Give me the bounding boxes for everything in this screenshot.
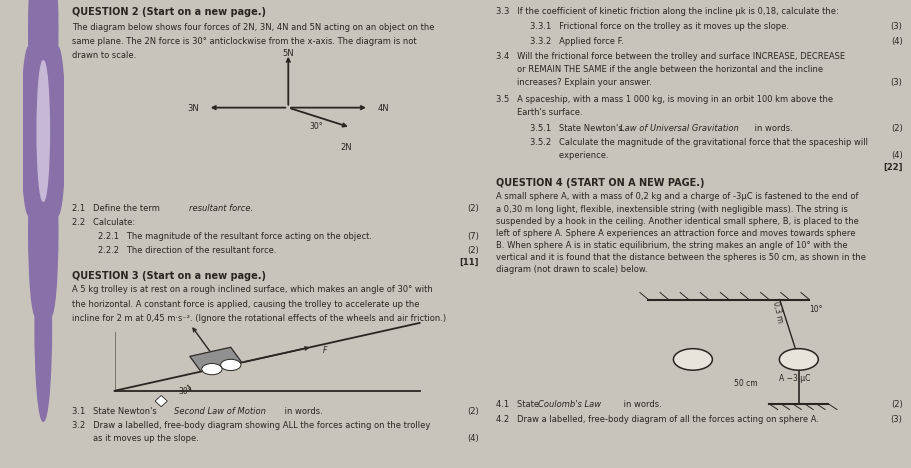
Text: 0,3 m: 0,3 m xyxy=(771,300,784,324)
Circle shape xyxy=(220,359,241,371)
Text: 2.1   Define the term: 2.1 Define the term xyxy=(72,204,163,212)
Text: 4N: 4N xyxy=(377,104,389,113)
Text: A 5 kg trolley is at rest on a rough inclined surface, which makes an angle of 3: A 5 kg trolley is at rest on a rough inc… xyxy=(72,285,433,294)
Text: (4): (4) xyxy=(467,434,479,443)
Circle shape xyxy=(43,148,57,317)
Circle shape xyxy=(36,234,52,421)
Circle shape xyxy=(43,0,57,114)
Text: 2N: 2N xyxy=(341,143,353,152)
Text: suspended by a hook in the ceiling. Another identical small sphere, B, is placed: suspended by a hook in the ceiling. Anot… xyxy=(496,217,859,226)
Text: (3): (3) xyxy=(891,22,903,31)
Circle shape xyxy=(22,47,36,215)
Text: (3): (3) xyxy=(891,78,903,87)
Text: QUESTION 4 (START ON A NEW PAGE.): QUESTION 4 (START ON A NEW PAGE.) xyxy=(496,178,704,188)
Text: [22]: [22] xyxy=(883,163,903,172)
Text: (2): (2) xyxy=(891,400,903,409)
Text: 30°: 30° xyxy=(179,387,192,396)
Text: increases? Explain your answer.: increases? Explain your answer. xyxy=(496,78,651,87)
Text: 50 cm: 50 cm xyxy=(734,379,758,388)
Text: (2): (2) xyxy=(467,246,479,255)
Text: (2): (2) xyxy=(467,407,479,416)
Text: diagram (not drawn to scale) below.: diagram (not drawn to scale) below. xyxy=(496,265,648,274)
Text: 10°: 10° xyxy=(809,305,823,314)
Text: Law of Universal Gravitation: Law of Universal Gravitation xyxy=(620,124,739,132)
Text: drawn to scale.: drawn to scale. xyxy=(72,51,137,60)
Text: 3N: 3N xyxy=(188,104,200,113)
Text: in words.: in words. xyxy=(752,124,793,132)
Text: or REMAIN THE SAME if the angle between the horizontal and the incline: or REMAIN THE SAME if the angle between … xyxy=(496,65,823,74)
Text: 30°: 30° xyxy=(310,122,323,131)
Text: 3.5   A spaceship, with a mass 1 000 kg, is moving in an orbit 100 km above the: 3.5 A spaceship, with a mass 1 000 kg, i… xyxy=(496,95,833,104)
Text: [11]: [11] xyxy=(459,258,479,267)
Text: incline for 2 m at 0,45 m·s⁻². (Ignore the rotational effects of the wheels and : incline for 2 m at 0,45 m·s⁻². (Ignore t… xyxy=(72,314,446,322)
Text: (4): (4) xyxy=(891,151,903,160)
Text: A small sphere A, with a mass of 0,2 kg and a charge of -3μC is fastened to the : A small sphere A, with a mass of 0,2 kg … xyxy=(496,192,858,201)
Text: (2): (2) xyxy=(891,124,903,132)
Text: B: B xyxy=(691,355,695,364)
Text: in words.: in words. xyxy=(281,407,322,416)
Text: (3): (3) xyxy=(891,415,903,424)
Circle shape xyxy=(50,47,65,215)
Text: vertical and it is found that the distance between the spheres is 50 cm, as show: vertical and it is found that the distan… xyxy=(496,253,865,262)
Text: Coulomb's Law: Coulomb's Law xyxy=(538,400,601,409)
Circle shape xyxy=(29,0,44,114)
Text: 5 kg: 5 kg xyxy=(213,357,227,362)
Text: 3.4   Will the frictional force between the trolley and surface INCREASE, DECREA: 3.4 Will the frictional force between th… xyxy=(496,52,845,61)
Text: B. When sphere A is in static equilibrium, the string makes an angle of 10° with: B. When sphere A is in static equilibriu… xyxy=(496,241,847,250)
Text: as it moves up the slope.: as it moves up the slope. xyxy=(72,434,200,443)
Text: left of sphere A. Sphere A experiences an attraction force and moves towards sph: left of sphere A. Sphere A experiences a… xyxy=(496,229,855,238)
Polygon shape xyxy=(155,395,168,407)
Text: experience.: experience. xyxy=(530,151,609,160)
Text: same plane. The 2N force is 30° anticlockwise from the x-axis. The diagram is no: same plane. The 2N force is 30° anticloc… xyxy=(72,37,417,46)
Text: the horizontal. A constant force is applied, causing the trolley to accelerate u: the horizontal. A constant force is appl… xyxy=(72,300,420,308)
Text: 3.5.1   State Newton's: 3.5.1 State Newton's xyxy=(530,124,625,132)
Text: 4.2   Draw a labelled, free-body diagram of all the forces acting on sphere A.: 4.2 Draw a labelled, free-body diagram o… xyxy=(496,415,819,424)
Circle shape xyxy=(29,148,44,317)
Polygon shape xyxy=(189,347,241,372)
Text: a 0,30 m long light, flexible, inextensible string (with negligible mass). The s: a 0,30 m long light, flexible, inextensi… xyxy=(496,205,848,213)
Text: (7): (7) xyxy=(467,232,479,241)
Text: The diagram below shows four forces of 2N, 3N, 4N and 5N acting on an object on : The diagram below shows four forces of 2… xyxy=(72,23,435,32)
Text: 3.1   State Newton's: 3.1 State Newton's xyxy=(72,407,159,416)
Text: in words.: in words. xyxy=(621,400,662,409)
Text: 3.3.2   Applied force F.: 3.3.2 Applied force F. xyxy=(530,37,623,45)
Text: 4.1   State: 4.1 State xyxy=(496,400,542,409)
Text: QUESTION 2 (Start on a new page.): QUESTION 2 (Start on a new page.) xyxy=(72,7,266,17)
Circle shape xyxy=(673,349,712,370)
Text: A −3 μC: A −3 μC xyxy=(779,374,810,383)
Circle shape xyxy=(201,364,222,375)
Text: 3.3   If the coefficient of kinetic friction along the incline μk is 0,18, calcu: 3.3 If the coefficient of kinetic fricti… xyxy=(496,7,839,16)
Text: (2): (2) xyxy=(467,204,479,212)
Text: F: F xyxy=(322,346,327,355)
Text: 3.5.2   Calculate the magnitude of the gravitational force that the spaceship wi: 3.5.2 Calculate the magnitude of the gra… xyxy=(530,138,868,146)
Text: (4): (4) xyxy=(891,37,903,45)
Text: Second Law of Motion: Second Law of Motion xyxy=(174,407,266,416)
Text: QUESTION 3 (Start on a new page.): QUESTION 3 (Start on a new page.) xyxy=(72,271,266,280)
Circle shape xyxy=(779,349,818,370)
Text: 2.2.2   The direction of the resultant force.: 2.2.2 The direction of the resultant for… xyxy=(97,246,276,255)
Text: 3.3.1   Frictional force on the trolley as it moves up the slope.: 3.3.1 Frictional force on the trolley as… xyxy=(530,22,789,31)
Text: 3.2   Draw a labelled, free-body diagram showing ALL the forces acting on the tr: 3.2 Draw a labelled, free-body diagram s… xyxy=(72,421,431,430)
Text: 2.2.1   The magnitude of the resultant force acting on the object.: 2.2.1 The magnitude of the resultant for… xyxy=(97,232,372,241)
Circle shape xyxy=(37,61,49,201)
Text: 2.2   Calculate:: 2.2 Calculate: xyxy=(72,218,136,227)
Text: 5N: 5N xyxy=(282,49,294,58)
Text: Earth's surface.: Earth's surface. xyxy=(496,108,582,117)
Text: resultant force.: resultant force. xyxy=(189,204,253,212)
